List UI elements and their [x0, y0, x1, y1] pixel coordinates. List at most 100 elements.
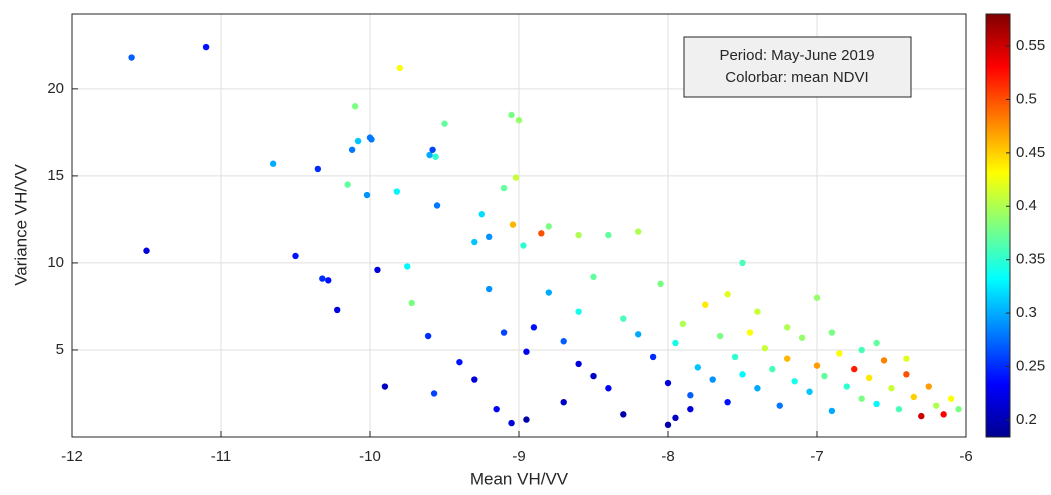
point: [128, 54, 135, 61]
point: [575, 308, 582, 315]
point: [836, 350, 843, 357]
x-axis-label: Mean VH/VV: [470, 469, 569, 488]
point: [368, 136, 375, 143]
x-tick-label: -9: [512, 448, 525, 465]
point: [575, 231, 582, 239]
point: [716, 332, 724, 340]
point: [947, 395, 955, 402]
x-tick-label: -10: [359, 448, 381, 465]
x-tick-label: -8: [661, 448, 674, 465]
point: [672, 339, 679, 347]
point: [694, 364, 701, 371]
plot-frame: [71, 13, 967, 438]
point: [746, 329, 754, 336]
point: [396, 64, 403, 72]
point: [903, 355, 910, 362]
point: [910, 393, 918, 401]
point: [739, 371, 746, 378]
colorbar-tick-label: 0.5: [1016, 90, 1037, 107]
point: [620, 315, 627, 322]
point: [888, 385, 895, 392]
x-tick-label: -12: [61, 448, 83, 465]
point: [784, 355, 791, 362]
point: [664, 379, 672, 387]
point: [520, 242, 527, 249]
point: [605, 385, 612, 392]
point: [858, 395, 865, 402]
x-tick-label: -11: [211, 448, 232, 465]
point: [828, 329, 836, 336]
point: [620, 411, 627, 418]
y-axis-label: Variance VH/VV: [11, 164, 30, 286]
point: [560, 338, 567, 345]
point: [493, 405, 500, 413]
point: [408, 299, 415, 307]
point: [784, 324, 791, 331]
point: [821, 372, 828, 380]
colorbar-tick-label: 0.45: [1016, 144, 1045, 161]
x-tick-label: -6: [959, 448, 972, 465]
colorbar-tick-label: 0.2: [1016, 411, 1037, 428]
point: [486, 233, 493, 241]
point: [202, 43, 210, 51]
point: [776, 402, 783, 409]
point: [292, 252, 299, 260]
point: [512, 174, 520, 181]
point: [813, 294, 821, 301]
point: [903, 371, 910, 378]
point: [404, 263, 411, 270]
point: [635, 331, 642, 338]
point: [806, 388, 813, 395]
point: [523, 416, 530, 423]
point: [828, 407, 836, 415]
point: [143, 247, 150, 254]
point: [523, 348, 530, 355]
point: [590, 273, 597, 281]
point: [351, 103, 359, 110]
point: [486, 285, 493, 293]
point: [334, 306, 341, 314]
point: [679, 320, 687, 328]
y-tick-label: 5: [56, 341, 64, 358]
point: [649, 353, 657, 361]
point: [348, 146, 356, 153]
point: [664, 421, 672, 429]
point: [509, 221, 517, 228]
y-tick-label: 20: [47, 80, 64, 97]
point: [657, 280, 664, 288]
point: [508, 111, 515, 119]
point: [545, 289, 552, 296]
point: [374, 266, 381, 274]
point: [381, 383, 389, 390]
point: [635, 228, 642, 235]
annotation-text: Period: May-June 2019: [719, 47, 874, 64]
point: [724, 291, 731, 298]
y-tick-label: 10: [47, 254, 64, 271]
colorbar-tick-label: 0.35: [1016, 251, 1045, 268]
point: [433, 202, 441, 209]
point: [424, 332, 432, 340]
point: [363, 191, 371, 199]
point: [426, 151, 433, 159]
point: [605, 231, 612, 239]
point: [456, 358, 463, 366]
point: [813, 362, 821, 369]
point: [880, 357, 888, 364]
point: [791, 378, 798, 385]
point: [545, 223, 552, 230]
colorbar: [985, 13, 1011, 438]
point: [895, 405, 903, 413]
point: [687, 392, 694, 399]
point: [955, 405, 962, 413]
point: [430, 390, 438, 397]
colorbar-tick-label: 0.3: [1016, 304, 1037, 321]
point: [798, 334, 806, 341]
point: [925, 383, 932, 390]
point: [702, 301, 709, 308]
point: [672, 414, 679, 422]
annotation-box: [683, 36, 912, 98]
colorbar-tick-label: 0.55: [1016, 37, 1045, 54]
point: [933, 402, 940, 409]
point: [429, 146, 436, 153]
